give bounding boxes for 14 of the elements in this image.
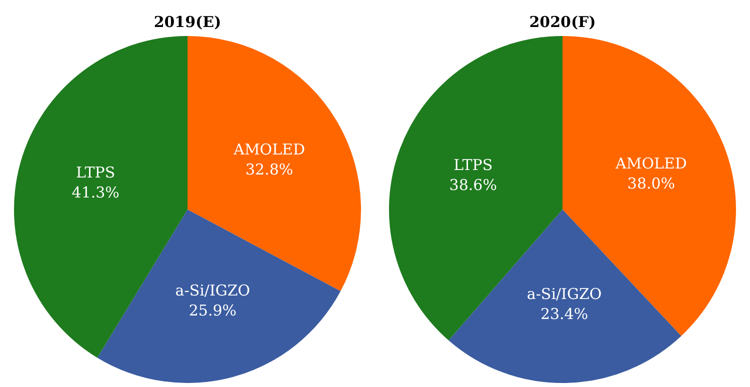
chart-title: 2020(F) [529, 12, 596, 31]
slice-label: a-Si/IGZO [526, 284, 602, 303]
slice-label: LTPS [76, 164, 116, 182]
data-label: 38.6% [449, 176, 497, 194]
slice-label: AMOLED [614, 154, 687, 172]
slice-label: LTPS [454, 156, 493, 174]
slice-label: a-Si/IGZO [175, 281, 250, 300]
data-label: 41.3% [72, 184, 120, 202]
data-label: 25.9% [188, 301, 237, 320]
data-label: 38.0% [627, 174, 676, 192]
chart-title: 2019(E) [154, 12, 222, 31]
slice-label: AMOLED [232, 140, 306, 158]
data-label: 32.8% [246, 160, 294, 178]
data-label: 23.4% [540, 304, 588, 323]
